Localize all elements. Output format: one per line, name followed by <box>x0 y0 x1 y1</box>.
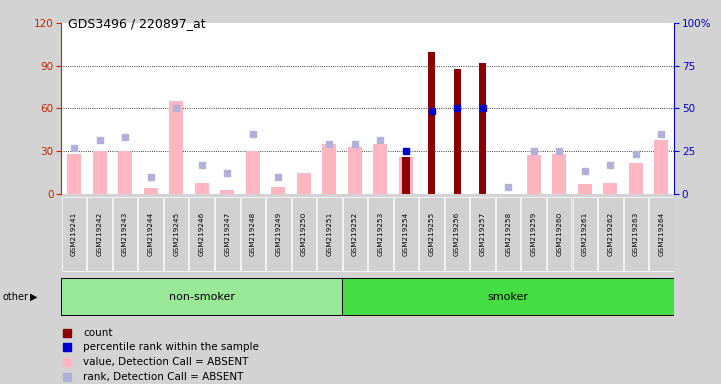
Bar <box>572 197 597 271</box>
Bar <box>266 197 291 271</box>
Text: GSM219263: GSM219263 <box>633 212 639 257</box>
Bar <box>655 140 668 194</box>
Bar <box>271 187 286 194</box>
Bar <box>190 197 214 271</box>
Bar <box>629 162 643 194</box>
Bar <box>399 157 413 194</box>
Bar <box>143 188 158 194</box>
Bar <box>496 197 521 271</box>
Text: ▶: ▶ <box>30 291 37 302</box>
Text: other: other <box>3 291 29 302</box>
Text: GSM219251: GSM219251 <box>327 212 332 257</box>
Bar <box>297 172 311 194</box>
Bar <box>67 154 81 194</box>
Text: GSM219259: GSM219259 <box>531 212 536 257</box>
Text: non-smoker: non-smoker <box>169 291 235 302</box>
Text: GSM219249: GSM219249 <box>275 212 281 257</box>
Bar <box>220 190 234 194</box>
Bar <box>246 151 260 194</box>
Text: GSM219242: GSM219242 <box>97 212 102 257</box>
Text: GSM219253: GSM219253 <box>378 212 384 257</box>
Text: GSM219261: GSM219261 <box>582 212 588 257</box>
Text: rank, Detection Call = ABSENT: rank, Detection Call = ABSENT <box>83 372 244 382</box>
Bar <box>138 197 163 271</box>
Text: GSM219250: GSM219250 <box>301 212 307 257</box>
Text: percentile rank within the sample: percentile rank within the sample <box>83 343 259 353</box>
Bar <box>649 197 673 271</box>
Text: GSM219241: GSM219241 <box>71 212 77 257</box>
Bar <box>317 197 342 271</box>
Text: GSM219257: GSM219257 <box>479 212 486 257</box>
Text: GSM219248: GSM219248 <box>249 212 256 257</box>
Text: GSM219262: GSM219262 <box>607 212 614 257</box>
Bar <box>521 197 546 271</box>
Bar <box>578 184 592 194</box>
Bar <box>420 197 444 271</box>
Text: GSM219256: GSM219256 <box>454 212 460 257</box>
Text: smoker: smoker <box>487 291 528 302</box>
Text: GDS3496 / 220897_at: GDS3496 / 220897_at <box>68 17 206 30</box>
Bar <box>402 157 410 194</box>
Bar <box>598 197 622 271</box>
Bar <box>373 144 387 194</box>
Text: GSM219258: GSM219258 <box>505 212 511 257</box>
Bar <box>394 197 418 271</box>
Bar <box>62 197 87 271</box>
Bar <box>342 197 367 271</box>
Bar <box>195 182 209 194</box>
Bar <box>428 51 435 194</box>
Text: GSM219255: GSM219255 <box>428 212 435 257</box>
Bar <box>479 63 486 194</box>
Text: GSM219243: GSM219243 <box>122 212 128 257</box>
Bar <box>526 156 541 194</box>
Bar <box>87 197 112 271</box>
Text: GSM219247: GSM219247 <box>224 212 230 257</box>
Text: GSM219245: GSM219245 <box>173 212 180 257</box>
Bar <box>291 197 316 271</box>
Bar <box>624 197 648 271</box>
FancyBboxPatch shape <box>61 278 342 315</box>
Bar <box>368 197 393 271</box>
Text: count: count <box>83 328 112 338</box>
Bar <box>118 151 132 194</box>
Bar <box>113 197 138 271</box>
Text: GSM219260: GSM219260 <box>556 212 562 257</box>
Bar <box>169 101 183 194</box>
Bar <box>547 197 572 271</box>
Text: value, Detection Call = ABSENT: value, Detection Call = ABSENT <box>83 357 249 367</box>
Bar <box>322 144 337 194</box>
Bar <box>164 197 188 271</box>
Text: GSM219252: GSM219252 <box>352 212 358 257</box>
Bar <box>92 151 107 194</box>
Bar <box>552 154 566 194</box>
Text: GSM219254: GSM219254 <box>403 212 409 257</box>
Bar <box>241 197 265 271</box>
Bar <box>348 147 362 194</box>
Bar <box>454 69 461 194</box>
Bar <box>470 197 495 271</box>
Bar <box>215 197 239 271</box>
Text: GSM219264: GSM219264 <box>658 212 664 257</box>
Text: GSM219246: GSM219246 <box>199 212 205 257</box>
Bar <box>445 197 469 271</box>
Text: GSM219244: GSM219244 <box>148 212 154 257</box>
FancyBboxPatch shape <box>342 278 674 315</box>
Bar <box>603 182 617 194</box>
